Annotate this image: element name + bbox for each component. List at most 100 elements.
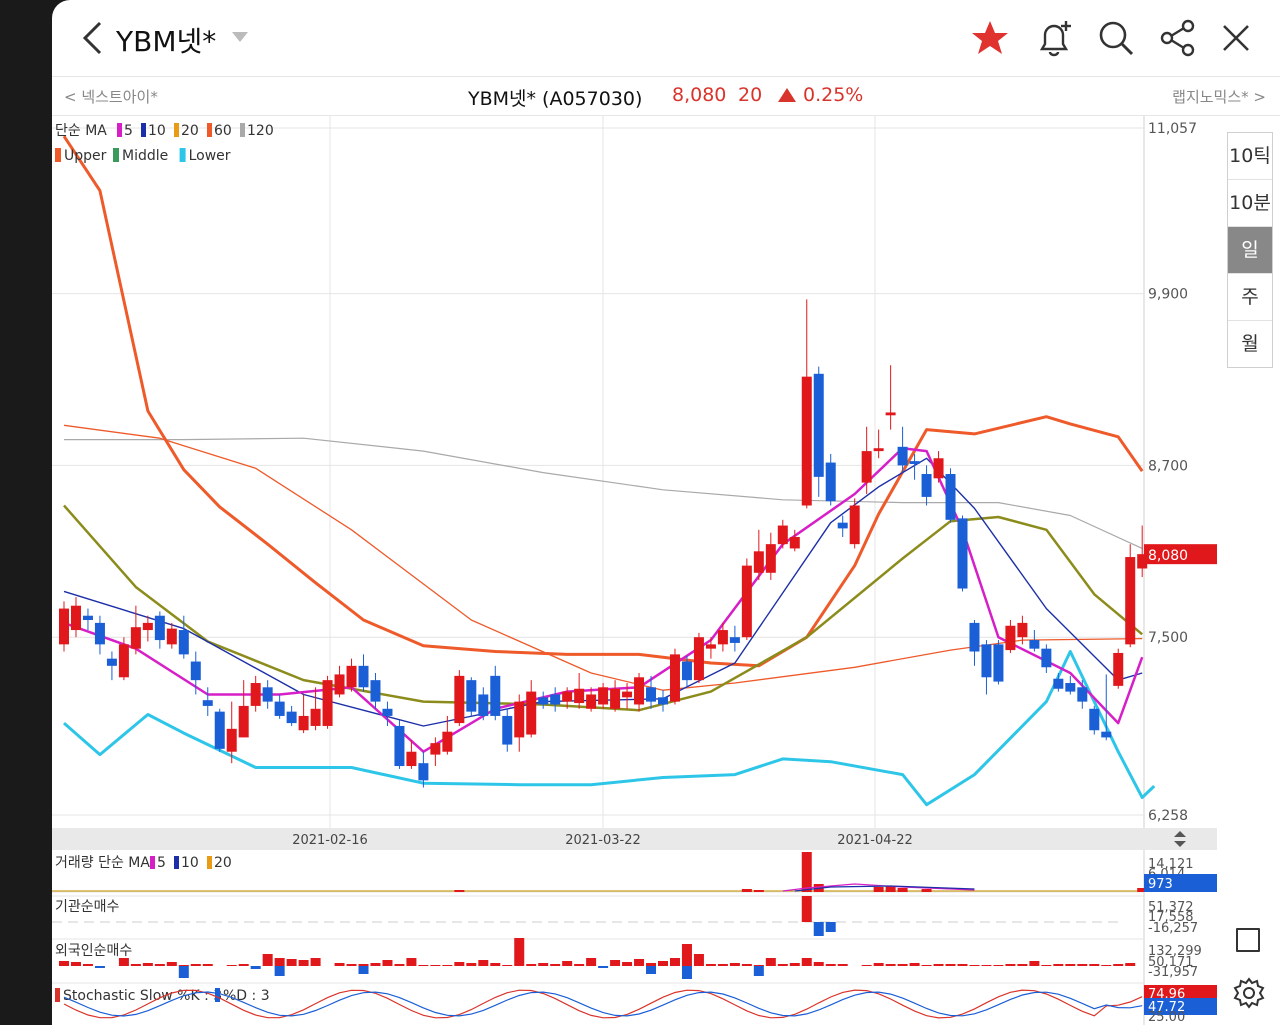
candle-body[interactable]: [765, 544, 776, 573]
candle-body[interactable]: [1113, 652, 1124, 686]
candle-body[interactable]: [825, 462, 836, 502]
candle-body[interactable]: [262, 687, 273, 702]
candle-body[interactable]: [969, 622, 980, 652]
candle-body[interactable]: [322, 680, 333, 726]
candle-body[interactable]: [406, 751, 417, 767]
candle-body[interactable]: [59, 608, 69, 645]
candle-body[interactable]: [106, 658, 117, 666]
candle-body[interactable]: [286, 711, 297, 724]
candle-body[interactable]: [981, 644, 992, 678]
chevron-down-icon[interactable]: [230, 29, 250, 45]
expand-square-icon[interactable]: [1236, 928, 1260, 952]
candle-body[interactable]: [789, 536, 800, 549]
candle-body[interactable]: [430, 743, 441, 755]
candle-body[interactable]: [1089, 708, 1100, 731]
candle-body[interactable]: [394, 725, 405, 767]
candle-body[interactable]: [777, 525, 788, 545]
candle-body[interactable]: [801, 376, 812, 506]
candle-body[interactable]: [717, 630, 728, 645]
candle-body[interactable]: [897, 446, 908, 466]
back-icon[interactable]: [80, 20, 110, 56]
candle-body[interactable]: [705, 644, 716, 649]
candle-body[interactable]: [813, 373, 824, 477]
candle-body[interactable]: [382, 708, 393, 716]
candle-body[interactable]: [418, 763, 429, 781]
candle-body[interactable]: [250, 683, 261, 706]
candle-body[interactable]: [957, 518, 968, 589]
panel-resize-down-icon[interactable]: [1174, 841, 1186, 847]
candle-body[interactable]: [1137, 554, 1148, 569]
panel-resize-up-icon[interactable]: [1174, 831, 1186, 837]
candle-body[interactable]: [993, 644, 1004, 682]
candle-body[interactable]: [1065, 683, 1076, 692]
candle-body[interactable]: [502, 715, 513, 745]
candle-body[interactable]: [753, 551, 764, 573]
candle-body[interactable]: [729, 637, 740, 643]
gear-icon[interactable]: [1233, 977, 1265, 1009]
stock-chart[interactable]: 11,057 9,900 8,700 7,500 6,258 8,080 단순 MA 5 10 2…: [52, 116, 1280, 1025]
candle-body[interactable]: [490, 675, 501, 716]
period-month[interactable]: 월: [1241, 333, 1259, 355]
candle-body[interactable]: [298, 715, 309, 731]
candle-body[interactable]: [142, 622, 153, 631]
share-icon[interactable]: [1158, 18, 1198, 58]
candle-body[interactable]: [646, 687, 657, 702]
candle-body[interactable]: [681, 661, 692, 681]
candle-body[interactable]: [586, 694, 597, 709]
candle-body[interactable]: [741, 565, 752, 638]
candle-body[interactable]: [478, 694, 489, 716]
candle-body[interactable]: [166, 628, 177, 645]
candle-body[interactable]: [574, 688, 585, 704]
candle-body[interactable]: [1077, 687, 1088, 702]
star-icon[interactable]: [970, 18, 1010, 58]
candle-body[interactable]: [202, 700, 213, 706]
candle-body[interactable]: [514, 701, 525, 738]
candle-body[interactable]: [1029, 640, 1040, 649]
candle-body[interactable]: [310, 708, 321, 726]
period-day[interactable]: 일: [1228, 227, 1272, 274]
candle-body[interactable]: [154, 615, 165, 641]
candle-body[interactable]: [921, 474, 932, 497]
candle-body[interactable]: [346, 665, 357, 688]
candle-body[interactable]: [370, 680, 381, 702]
candle-body[interactable]: [226, 728, 237, 752]
candle-body[interactable]: [849, 505, 860, 545]
candle-body[interactable]: [1041, 648, 1052, 668]
candle-body[interactable]: [933, 458, 944, 479]
candle-body[interactable]: [1125, 557, 1136, 645]
period-week[interactable]: 주: [1228, 274, 1272, 321]
candle-body[interactable]: [945, 474, 956, 520]
candle-body[interactable]: [885, 412, 896, 416]
candle-body[interactable]: [334, 674, 345, 695]
candle-body[interactable]: [1017, 622, 1028, 638]
candle-body[interactable]: [909, 461, 920, 464]
candle-body[interactable]: [238, 705, 249, 738]
candle-body[interactable]: [118, 644, 129, 678]
candle-body[interactable]: [1053, 678, 1064, 689]
candle-body[interactable]: [94, 622, 105, 645]
candle-body[interactable]: [454, 675, 465, 724]
candle-body[interactable]: [861, 451, 872, 483]
candle-body[interactable]: [466, 680, 477, 712]
close-icon[interactable]: [1216, 18, 1256, 58]
candle-body[interactable]: [873, 448, 884, 452]
candle-body[interactable]: [550, 694, 561, 705]
candle-body[interactable]: [658, 697, 668, 705]
candle-body[interactable]: [538, 697, 549, 705]
candle-body[interactable]: [622, 691, 633, 698]
period-10tick[interactable]: 10틱: [1228, 133, 1272, 180]
candle-body[interactable]: [178, 630, 189, 655]
candle-body[interactable]: [190, 661, 201, 681]
candle-body[interactable]: [837, 522, 848, 529]
candle-body[interactable]: [610, 688, 621, 709]
candle-body[interactable]: [598, 687, 609, 705]
bell-plus-icon[interactable]: [1034, 18, 1074, 58]
prev-stock-link[interactable]: < 넥스트아이*: [64, 88, 158, 106]
candle-body[interactable]: [1005, 625, 1016, 651]
candle-body[interactable]: [693, 637, 704, 681]
candle-body[interactable]: [70, 605, 81, 631]
candle-body[interactable]: [82, 615, 93, 621]
candle-body[interactable]: [526, 691, 537, 735]
candle-body[interactable]: [669, 654, 680, 702]
candle-body[interactable]: [214, 711, 225, 749]
